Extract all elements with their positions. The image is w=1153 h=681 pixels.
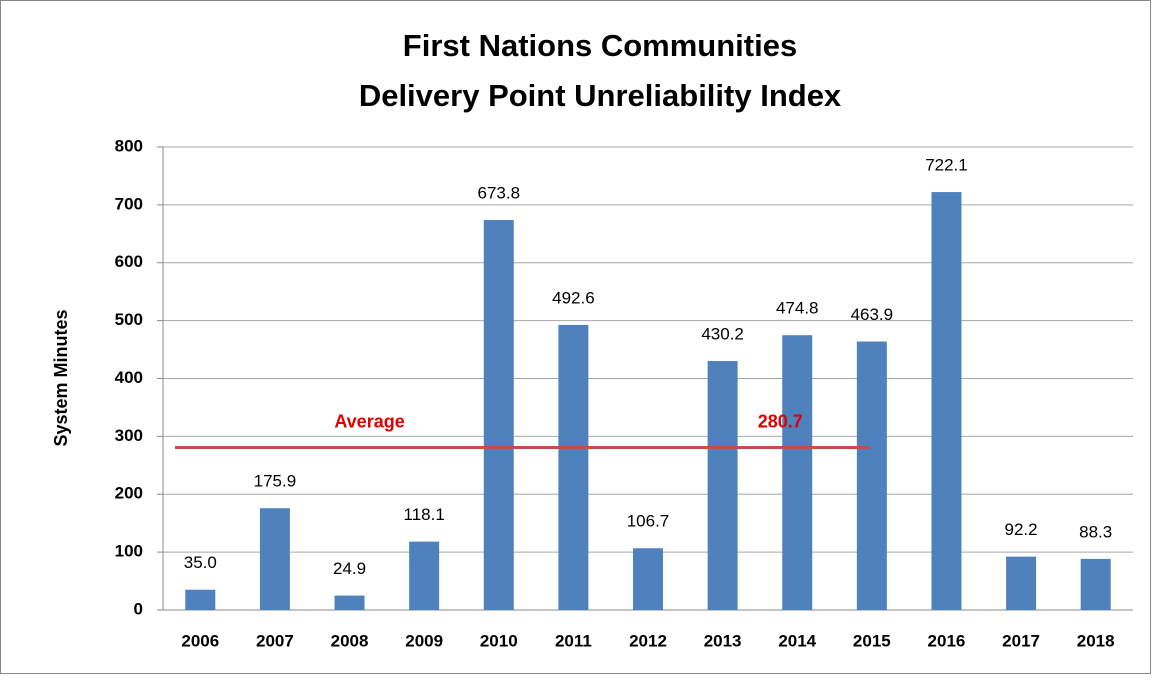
bar <box>483 220 514 610</box>
value-label: 673.8 <box>477 184 520 203</box>
value-label: 722.1 <box>925 156 968 175</box>
y-tick-label: 500 <box>115 310 143 329</box>
chart-subtitle: Delivery Point Unreliability Index <box>359 78 842 113</box>
value-label: 35.0 <box>184 553 217 572</box>
y-tick-label: 100 <box>115 542 143 561</box>
x-tick-label: 2015 <box>853 631 891 650</box>
y-tick-label: 400 <box>115 368 143 387</box>
bar <box>707 361 738 610</box>
y-tick-label: 300 <box>115 426 143 445</box>
x-tick-label: 2013 <box>704 631 742 650</box>
bar <box>409 541 440 610</box>
bar <box>931 192 962 610</box>
value-label: 106.7 <box>627 512 670 531</box>
value-label: 88.3 <box>1079 522 1112 541</box>
y-tick-label: 800 <box>115 136 143 155</box>
y-tick-label: 700 <box>115 194 143 213</box>
value-label: 430.2 <box>701 325 744 344</box>
x-tick-label: 2011 <box>555 631 592 650</box>
x-tick-label: 2010 <box>480 631 518 650</box>
x-tick-label: 2014 <box>778 631 816 650</box>
value-label: 175.9 <box>254 472 297 491</box>
bar <box>558 324 589 610</box>
x-tick-label: 2018 <box>1077 631 1115 650</box>
bar <box>633 548 663 610</box>
bar <box>782 335 813 610</box>
value-label: 463.9 <box>851 305 894 324</box>
bar <box>1080 558 1111 610</box>
x-tick-label: 2009 <box>405 631 443 650</box>
value-label: 492.6 <box>552 288 595 307</box>
chart-title: First Nations Communities <box>403 28 797 63</box>
bar <box>1006 556 1037 610</box>
x-tick-label: 2007 <box>256 631 294 650</box>
x-tick-label: 2006 <box>181 631 219 650</box>
y-axis-label: System Minutes <box>51 309 71 446</box>
bar <box>856 341 887 610</box>
x-tick-label: 2012 <box>629 631 667 650</box>
bar <box>259 508 290 610</box>
x-tick-label: 2017 <box>1002 631 1040 650</box>
value-label: 24.9 <box>333 559 366 578</box>
y-tick-label: 200 <box>115 484 143 503</box>
average-label: Average <box>334 411 404 431</box>
x-tick-label: 2008 <box>331 631 369 650</box>
value-label: 92.2 <box>1005 520 1038 539</box>
y-tick-label: 0 <box>134 599 143 618</box>
bar <box>334 595 365 610</box>
bar <box>185 589 216 610</box>
y-tick-label: 600 <box>115 252 143 271</box>
value-label: 118.1 <box>404 505 445 524</box>
average-value: 280.7 <box>758 411 803 431</box>
value-label: 474.8 <box>776 299 819 318</box>
x-tick-label: 2016 <box>928 631 966 650</box>
